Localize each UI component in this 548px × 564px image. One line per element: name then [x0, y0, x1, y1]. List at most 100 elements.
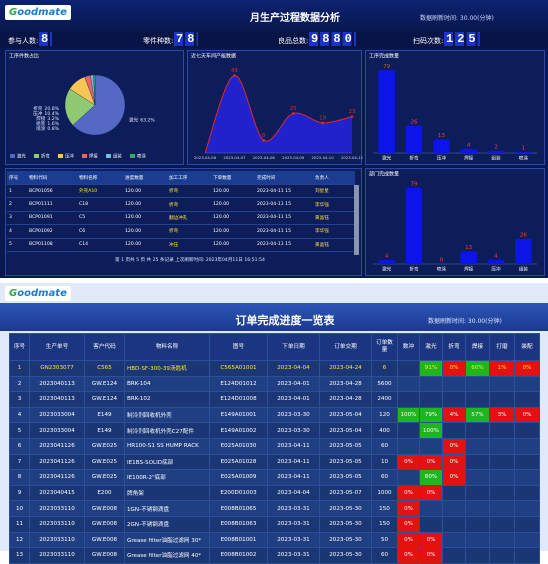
- material-table: 序号 物料代码 物料名称 进度数量 加工工序 下单数量 完成时间 负责人 1 BCP01056 外壳…: [7, 171, 355, 252]
- area-fill: [205, 75, 352, 153]
- cell: 2023041126: [29, 469, 85, 486]
- point: [233, 74, 236, 77]
- x-tick-label: 喷涂: [519, 155, 529, 162]
- cell: 13: [9, 547, 30, 564]
- progress-cell: [489, 469, 515, 486]
- legend-label: 喷涂: [137, 153, 146, 160]
- board-title: 订单完成进度一览表: [235, 314, 335, 327]
- cell: 外壳A10: [77, 184, 123, 199]
- cell: 2023-05-04: [319, 422, 372, 439]
- column-header: 装配: [514, 333, 540, 361]
- x-tick-label: 喷涂: [437, 266, 447, 273]
- cell: 5600: [371, 375, 398, 393]
- legend-swatch: [106, 154, 111, 158]
- cell: 8: [9, 469, 30, 486]
- x-tick-label: 组装: [519, 266, 529, 273]
- value-label: 13: [438, 133, 445, 139]
- value-label: 4: [494, 254, 498, 260]
- progress-cell: [397, 437, 420, 455]
- column-header: 客户代码: [84, 333, 125, 361]
- column-header: 序号: [7, 171, 27, 185]
- scrollbar[interactable]: [354, 185, 359, 255]
- cell: E149: [84, 406, 125, 424]
- progress-cell: [514, 500, 540, 517]
- progress-cell: [442, 531, 466, 549]
- cell: 3: [9, 391, 30, 408]
- cell: 2023-03-31: [267, 515, 320, 533]
- x-tick-label: 2023-04-10: [312, 155, 335, 160]
- cell: 120.00: [123, 184, 167, 199]
- progress-cell: [489, 453, 515, 471]
- bar: [460, 251, 477, 264]
- progress-cell: [489, 484, 515, 502]
- pie-slice: [72, 74, 126, 136]
- cell: 10: [371, 453, 398, 471]
- value-label: 13: [465, 245, 472, 251]
- column-header: 进度数量: [123, 171, 167, 185]
- progress-cell: [465, 375, 490, 393]
- progress-cell: 0%: [442, 437, 466, 455]
- cell: 2023041126: [29, 437, 85, 455]
- value-label: 79: [411, 181, 418, 187]
- table-row: 7 2023041126 GW.E025 IE1BS-SOLID底部 E025A0102…: [9, 453, 540, 471]
- header-bar: [0, 0, 548, 30]
- bar: [378, 260, 395, 264]
- pie-label: 组装 1.6%: [36, 120, 60, 127]
- cell: 2023-04-28: [319, 375, 372, 393]
- progress-cell: 0%: [442, 360, 466, 377]
- x-tick-label: 压冲: [437, 155, 447, 162]
- pie-label-value: 63.2%: [140, 117, 155, 123]
- progress-cell: 0%: [397, 500, 420, 517]
- cell: 4: [9, 406, 30, 424]
- cell: 120.00: [211, 238, 255, 252]
- progress-cell: [442, 515, 466, 533]
- refresh-info: 数据刷新时间: 30.00(分钟): [420, 15, 494, 22]
- cell: 2023-04-01: [267, 391, 320, 408]
- progress-cell: [489, 547, 515, 564]
- cell: 制冷剂回收机外壳C27配件: [124, 422, 210, 439]
- value-label: 4: [385, 254, 389, 260]
- cell: HBD-SF-300-39汤匙机: [124, 360, 210, 377]
- pie-label: 喷涂 0.8%: [36, 125, 60, 132]
- legend-swatch: [130, 154, 135, 158]
- cell: 2: [9, 375, 30, 393]
- x-tick-label: 折弯: [409, 155, 419, 162]
- progress-cell: [419, 500, 443, 517]
- pie-label-category: 激光: [129, 116, 139, 123]
- cell: C565: [84, 360, 125, 377]
- progress-cell: 0%: [397, 547, 420, 564]
- cell: GW.E025: [84, 437, 125, 455]
- column-header: 折弯: [442, 333, 466, 361]
- cell: 7: [9, 453, 30, 471]
- cell: 2023-04-11: [267, 469, 320, 486]
- table-row: 2 2023040113 GW.E124 BRK-104 E124D01012 2023-…: [9, 375, 540, 393]
- point: [350, 115, 354, 118]
- cell: BRK-102: [124, 391, 210, 408]
- progress-cell: 80%: [419, 469, 443, 486]
- cell: 2023040113: [29, 391, 85, 408]
- progress-cell: [465, 391, 490, 408]
- cell: 2023033004: [29, 422, 85, 439]
- progress-cell: 0%: [397, 453, 420, 471]
- cell: BCP01111: [27, 197, 77, 212]
- cell: E200D01003: [209, 484, 268, 502]
- progress-cell: 0%: [442, 453, 466, 471]
- order-table: 序号 生产单号 客户代码 物料名称 图号 下单日期 订单交期 订单数量 数冲 激光 折弯 焊接 打磨 装配…: [9, 333, 540, 564]
- cell: 2023-04-04: [267, 360, 320, 377]
- progress-cell: [489, 437, 515, 455]
- pie-slice: [93, 74, 96, 106]
- progress-cell: [465, 547, 490, 564]
- cell: BRK-104: [124, 375, 210, 393]
- progress-cell: [397, 360, 420, 377]
- cell: 120: [371, 406, 398, 424]
- progress-cell: 0%: [419, 547, 443, 564]
- progress-cell: [514, 422, 540, 439]
- cell: 2023-05-05: [319, 437, 372, 455]
- progress-cell: 3%: [489, 406, 515, 424]
- cell: 2023-03-30: [267, 422, 320, 439]
- pie-label-value: 0.8%: [47, 126, 59, 132]
- pie-label-category: 组装: [36, 120, 46, 127]
- progress-cell: 0%: [419, 484, 443, 502]
